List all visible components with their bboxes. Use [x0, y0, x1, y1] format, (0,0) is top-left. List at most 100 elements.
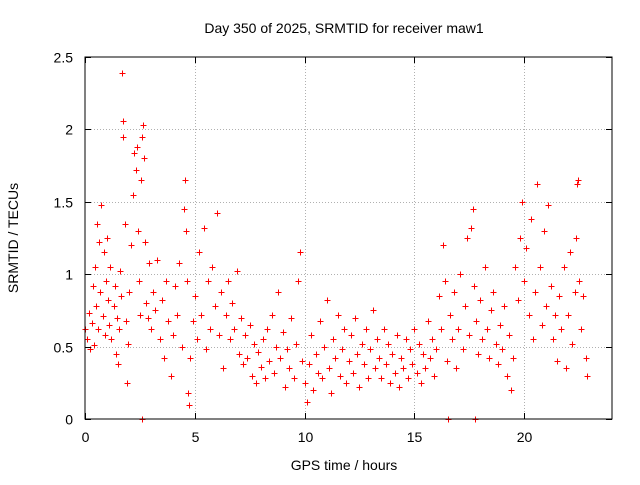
data-point [172, 283, 179, 290]
data-point [220, 365, 227, 372]
data-point [91, 342, 98, 349]
data-point [420, 351, 427, 358]
data-point [282, 384, 289, 391]
data-point [181, 206, 188, 213]
data-point [185, 390, 192, 397]
data-point [471, 283, 478, 290]
y-tick-label: 0.5 [54, 340, 74, 356]
data-point [484, 326, 491, 333]
data-point [280, 329, 287, 336]
data-point [550, 336, 557, 343]
data-point [575, 177, 582, 184]
data-point [352, 315, 359, 322]
data-point [447, 312, 454, 319]
data-point [418, 380, 425, 387]
data-point [315, 370, 322, 377]
data-point [214, 210, 221, 217]
data-point [182, 177, 189, 184]
data-point [123, 318, 130, 325]
data-point [464, 235, 471, 242]
plot-frame [84, 56, 613, 420]
data-point [378, 375, 385, 382]
data-point [120, 134, 127, 141]
data-point [468, 225, 475, 232]
data-point [104, 235, 111, 242]
data-point [94, 221, 101, 228]
data-point [275, 289, 282, 296]
data-point [95, 326, 102, 333]
data-point [501, 303, 508, 310]
data-point [157, 336, 164, 343]
data-point [111, 303, 118, 310]
data-point [125, 341, 132, 348]
data-point [414, 370, 421, 377]
data-point [400, 365, 407, 372]
data-point [436, 293, 443, 300]
data-point [506, 332, 513, 339]
data-point [131, 150, 138, 157]
data-point [271, 370, 278, 377]
data-point [493, 341, 500, 348]
data-point [168, 373, 175, 380]
data-point [453, 365, 460, 372]
data-point [537, 264, 544, 271]
data-point [112, 283, 119, 290]
data-point [150, 289, 157, 296]
data-point [442, 278, 449, 285]
x-axis-label: GPS time / hours [291, 457, 398, 473]
data-point [190, 318, 197, 325]
data-point [146, 260, 153, 267]
x-tick-label: 15 [407, 429, 423, 445]
data-point [244, 355, 251, 362]
data-point [100, 313, 107, 320]
data-point [170, 332, 177, 339]
data-point [140, 122, 147, 129]
y-tick-label: 1 [65, 267, 73, 283]
data-point [512, 264, 519, 271]
data-point [563, 365, 570, 372]
data-point [392, 370, 399, 377]
data-point [194, 336, 201, 343]
data-point [286, 365, 293, 372]
x-tick-label: 0 [82, 429, 90, 445]
data-point [277, 355, 284, 362]
data-point [354, 351, 361, 358]
data-point [119, 70, 126, 77]
data-point [556, 293, 563, 300]
data-point [212, 303, 219, 310]
data-point [573, 235, 580, 242]
data-point [486, 355, 493, 362]
data-point [130, 192, 137, 199]
data-point [234, 268, 241, 275]
data-point [92, 264, 99, 271]
data-point [304, 399, 311, 406]
data-point [350, 370, 357, 377]
data-point [249, 373, 256, 380]
data-point [554, 358, 561, 365]
data-point [567, 249, 574, 256]
data-point [409, 361, 416, 368]
data-point [451, 289, 458, 296]
data-point [416, 341, 423, 348]
data-point [539, 322, 546, 329]
data-point [253, 380, 260, 387]
data-point [569, 341, 576, 348]
data-point [101, 249, 108, 256]
data-point [523, 245, 530, 252]
data-point [141, 155, 148, 162]
data-point [174, 312, 181, 319]
data-point [477, 297, 484, 304]
data-point [532, 289, 539, 296]
data-point [444, 358, 451, 365]
data-point [490, 289, 497, 296]
data-point [133, 167, 140, 174]
data-point [113, 351, 120, 358]
data-point [407, 346, 414, 353]
data-point [128, 242, 135, 249]
data-point [264, 326, 271, 333]
data-point [184, 278, 191, 285]
axis-ticks [85, 57, 612, 420]
data-point [299, 358, 306, 365]
data-point [138, 177, 145, 184]
data-point [370, 307, 377, 314]
